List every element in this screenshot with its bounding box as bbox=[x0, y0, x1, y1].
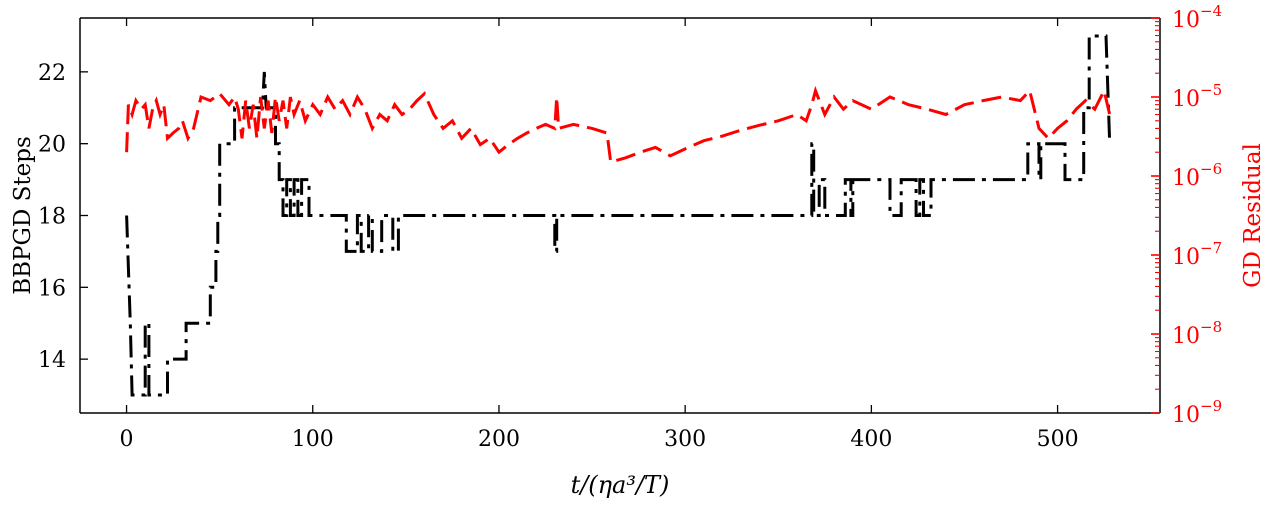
y-right-tick-exponent: −7 bbox=[1200, 239, 1222, 257]
y-right-tick-label: 10−7 bbox=[1172, 239, 1222, 270]
y-tick-label: 16 bbox=[38, 276, 66, 301]
x-tick-label: 400 bbox=[850, 427, 892, 452]
y-tick-label: 18 bbox=[38, 205, 66, 230]
x-tick-label: 500 bbox=[1037, 427, 1079, 452]
x-tick-label: 300 bbox=[664, 427, 706, 452]
y-right-tick-exponent: −6 bbox=[1200, 160, 1222, 178]
y-axis-title-right: GD Residual bbox=[1240, 143, 1266, 288]
y-right-tick-exponent: −8 bbox=[1200, 318, 1222, 336]
y-right-tick-exponent: −4 bbox=[1200, 2, 1222, 20]
x-tick-label: 0 bbox=[120, 427, 134, 452]
x-tick-label: 100 bbox=[292, 427, 334, 452]
y-right-tick-label: 10−5 bbox=[1172, 81, 1222, 112]
axes-layer bbox=[79, 17, 1161, 414]
y-right-tick-label: 10−6 bbox=[1172, 160, 1222, 191]
y-right-tick-exponent: −5 bbox=[1200, 81, 1222, 99]
y-right-tick-label: 10−9 bbox=[1172, 397, 1222, 428]
x-axis-title: t/(ηa³/T) bbox=[571, 471, 670, 499]
x-tick-label: 200 bbox=[478, 427, 520, 452]
y-right-tick-label: 10−4 bbox=[1172, 2, 1222, 33]
labels-layer: 0 100 200 300 400 500 14 16 18 20 22 10−9 10−8 10−7 10… bbox=[10, 2, 1266, 499]
series-layer bbox=[125, 34, 1112, 397]
y-axis-title-left: BBPGD Steps bbox=[10, 136, 36, 295]
series-line-bbpgd-steps bbox=[125, 34, 1112, 397]
y-tick-label: 14 bbox=[38, 348, 66, 373]
y-tick-label: 20 bbox=[38, 133, 66, 158]
y-tick-label: 22 bbox=[38, 61, 66, 86]
y-right-tick-exponent: −9 bbox=[1200, 397, 1222, 415]
series-line-gd-residual bbox=[125, 85, 1112, 165]
y-right-tick-label: 10−8 bbox=[1172, 318, 1222, 349]
